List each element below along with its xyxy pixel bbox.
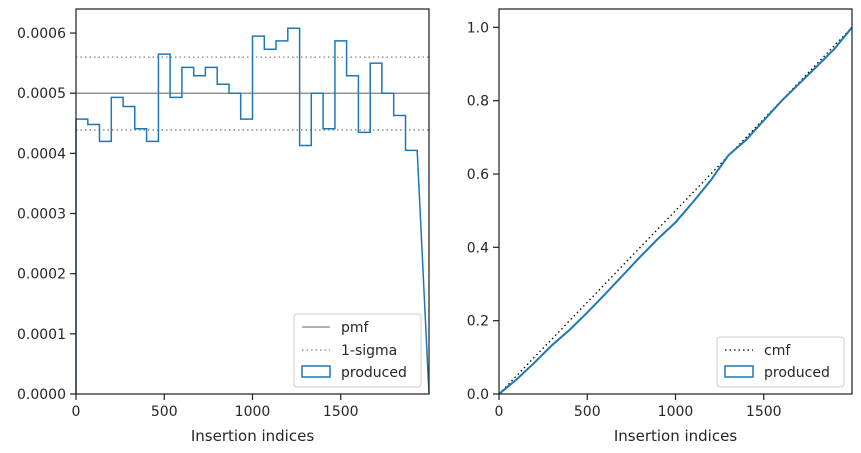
left-chart: 0 500 1000 1500 0.00000.00010.00020.00030.0… <box>17 8 430 445</box>
legend-cmf-label: cmf <box>764 343 791 359</box>
legend-produced-label: produced <box>764 365 830 381</box>
y-tick-label: 0.0006 <box>17 26 66 42</box>
legend-produced-label: produced <box>341 365 407 381</box>
y-tick-label: 0.0003 <box>17 207 66 223</box>
right-axes-frame <box>498 8 853 395</box>
x-tick-label: 1500 <box>323 404 359 420</box>
right-x-ticks: 0 500 1000 1500 <box>495 394 782 420</box>
left-y-ticks: 0.0000 0.0001 0.0002 0.0003 0.0004 0.0005 0.00… <box>17 26 76 403</box>
x-tick-label: 500 <box>151 404 178 420</box>
y-tick-label: 0.2 <box>467 314 489 330</box>
legend-1-sigma-label: 1-sigma <box>341 343 397 359</box>
left-axes-frame <box>75 8 430 395</box>
y-tick-label: 0.0000 <box>17 387 66 403</box>
left-legend-box <box>293 313 422 388</box>
left-legend: pmf 1-sigma produced <box>293 313 422 388</box>
right-chart: 0 500 1000 1500 0.0 0.2 0.4 0.6 0.8 1.0 Insertio… <box>467 8 853 445</box>
y-tick-label: 0.6 <box>467 167 489 183</box>
produced-histogram-step <box>75 27 430 395</box>
y-tick-label: 0.0001 <box>17 327 66 343</box>
y-tick-label: 0.0004 <box>17 146 66 162</box>
legend-produced-swatch <box>724 365 754 378</box>
y-tick-label: 0.0002 <box>17 267 66 283</box>
x-tick-label: 1500 <box>746 404 782 420</box>
right-x-axis-label: Insertion indices <box>614 427 737 445</box>
y-tick-label: 0.0005 <box>17 86 66 102</box>
y-tick-label: 0.8 <box>467 94 489 110</box>
x-tick-label: 0 <box>495 404 504 420</box>
left-x-axis-label: Insertion indices <box>191 427 314 445</box>
legend-pmf-label: pmf <box>341 320 370 336</box>
left-x-ticks: 0 500 1000 1500 <box>72 394 359 420</box>
right-legend: cmf produced <box>716 336 845 388</box>
legend-produced-swatch <box>301 365 331 378</box>
y-tick-label: 0.4 <box>467 240 489 256</box>
y-tick-label: 0.0 <box>467 387 489 403</box>
right-y-ticks: 0.0 0.2 0.4 0.6 0.8 1.0 <box>467 20 499 403</box>
x-tick-label: 1000 <box>235 404 271 420</box>
x-tick-label: 1000 <box>658 404 694 420</box>
x-tick-label: 500 <box>574 404 601 420</box>
x-tick-label: 0 <box>72 404 81 420</box>
produced-cumulative-line <box>498 26 853 395</box>
y-tick-label: 1.0 <box>467 20 489 36</box>
